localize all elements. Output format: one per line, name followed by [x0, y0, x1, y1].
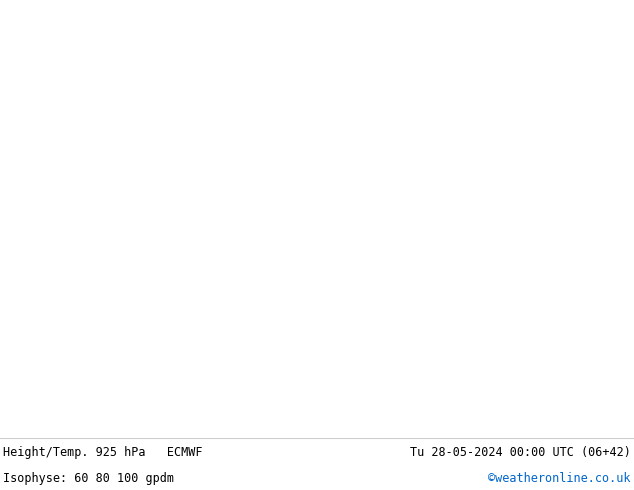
- Text: Isophyse: 60 80 100 gpdm: Isophyse: 60 80 100 gpdm: [3, 472, 174, 485]
- Text: Tu 28-05-2024 00:00 UTC (06+42): Tu 28-05-2024 00:00 UTC (06+42): [410, 446, 631, 459]
- Text: ©weatheronline.co.uk: ©weatheronline.co.uk: [488, 472, 631, 485]
- Text: Height/Temp. 925 hPa   ECMWF: Height/Temp. 925 hPa ECMWF: [3, 446, 203, 459]
